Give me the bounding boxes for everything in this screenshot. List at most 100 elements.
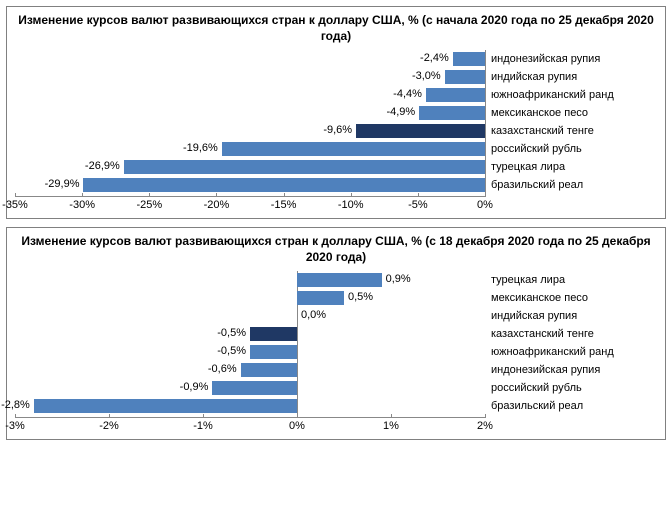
bar-value-label: -0,5% xyxy=(217,327,246,339)
bar-value-label: -0,6% xyxy=(208,363,237,375)
bar-track: -26,9% xyxy=(15,158,485,176)
bar-value-label: -9,6% xyxy=(323,124,352,136)
bar xyxy=(419,106,485,120)
chart-panel-0: Изменение курсов валют развивающихся стр… xyxy=(6,6,666,219)
category-label: российский рубль xyxy=(485,143,645,155)
axis-tick xyxy=(485,414,486,418)
bar-value-label: -29,9% xyxy=(45,178,80,190)
bar xyxy=(445,70,485,84)
bar-track: -19,6% xyxy=(15,140,485,158)
bar-row: -0,6% индонезийская рупия xyxy=(15,361,657,379)
bar xyxy=(241,363,297,377)
axis-tick xyxy=(109,414,110,418)
axis-tick-label: 0% xyxy=(477,199,493,211)
bar xyxy=(250,345,297,359)
category-label: индонезийская рупия xyxy=(485,53,645,65)
category-label: мексиканское песо xyxy=(485,292,645,304)
axis-tick xyxy=(297,414,298,418)
bar xyxy=(426,88,485,102)
bar xyxy=(250,327,297,341)
bar-value-label: -4,4% xyxy=(393,88,422,100)
category-label: турецкая лира xyxy=(485,161,645,173)
category-label: мексиканское песо xyxy=(485,107,645,119)
bar-value-label: -19,6% xyxy=(183,142,218,154)
bar xyxy=(453,52,485,66)
bar xyxy=(356,124,485,138)
bars-container: -2,4% индонезийская рупия -3,0% индийская р… xyxy=(15,50,657,194)
axis-tick xyxy=(216,193,217,197)
category-label: бразильский реал xyxy=(485,179,645,191)
bar-track: 0,0% xyxy=(15,307,485,325)
chart-body: 0,9%турецкая лира 0,5% мексиканское песо 0,… xyxy=(15,271,657,435)
axis-tick-label: -1% xyxy=(193,420,213,432)
bar-track: -4,9% xyxy=(15,104,485,122)
bar-track: 0,9% xyxy=(15,271,485,289)
bar-row: -19,6% российский рубль xyxy=(15,140,657,158)
axis-tick xyxy=(284,193,285,197)
axis-tick-label: -15% xyxy=(271,199,297,211)
bar-track: -2,4% xyxy=(15,50,485,68)
bar xyxy=(297,273,382,287)
bar-row: -0,5% южноафриканский ранд xyxy=(15,343,657,361)
x-axis: -3%-2%-1%0%1%2% xyxy=(15,417,485,435)
category-label: российский рубль xyxy=(485,382,645,394)
axis-tick xyxy=(15,414,16,418)
bar-value-label: -2,8% xyxy=(1,399,30,411)
bar xyxy=(297,291,344,305)
category-label: южноафриканский ранд xyxy=(485,346,645,358)
bar-track: -9,6% xyxy=(15,122,485,140)
bar xyxy=(124,160,485,174)
axis-tick xyxy=(485,193,486,197)
category-label: южноафриканский ранд xyxy=(485,89,645,101)
axis-tick-label: -10% xyxy=(338,199,364,211)
category-label: бразильский реал xyxy=(485,400,645,412)
bar-row: -2,8%бразильский реал xyxy=(15,397,657,415)
bar-value-label: -0,5% xyxy=(217,345,246,357)
bar-track: -4,4% xyxy=(15,86,485,104)
bar-value-label: 0,5% xyxy=(348,291,373,303)
bar-value-label: -2,4% xyxy=(420,52,449,64)
bar-row: -3,0% индийская рупия xyxy=(15,68,657,86)
bar-row: -29,9% бразильский реал xyxy=(15,176,657,194)
category-label: казахстанский тенге xyxy=(485,125,645,137)
bar-track: -0,5% xyxy=(15,325,485,343)
chart-title: Изменение курсов валют развивающихся стр… xyxy=(15,13,657,44)
bar-row: 0,0% индийская рупия xyxy=(15,307,657,325)
bar-row: -0,9% российский рубль xyxy=(15,379,657,397)
bar-row: 0,9%турецкая лира xyxy=(15,271,657,289)
axis-tick xyxy=(418,193,419,197)
bar-value-label: -3,0% xyxy=(412,70,441,82)
category-label: индийская рупия xyxy=(485,310,645,322)
axis-tick-label: -30% xyxy=(69,199,95,211)
bar-value-label: -0,9% xyxy=(180,381,209,393)
category-label: индонезийская рупия xyxy=(485,364,645,376)
axis-tick-label: 2% xyxy=(477,420,493,432)
axis-tick-label: 0% xyxy=(289,420,305,432)
axis-tick-label: 1% xyxy=(383,420,399,432)
bar-track: -0,9% xyxy=(15,379,485,397)
category-label: индийская рупия xyxy=(485,71,645,83)
bar-track: -29,9% xyxy=(15,176,485,194)
bar-value-label: 0,9% xyxy=(386,273,411,285)
bars-container: 0,9%турецкая лира 0,5% мексиканское песо 0,… xyxy=(15,271,657,415)
bar xyxy=(34,399,297,413)
bar-value-label: -4,9% xyxy=(386,106,415,118)
bar-track: -2,8% xyxy=(15,397,485,415)
axis-tick xyxy=(351,193,352,197)
chart-panel-1: Изменение курсов валют развивающихся стр… xyxy=(6,227,666,440)
axis-tick xyxy=(149,193,150,197)
x-axis: -35%-30%-25%-20%-15%-10%-5%0% xyxy=(15,196,485,214)
bar-track: -3,0% xyxy=(15,68,485,86)
bar-value-label: 0,0% xyxy=(301,309,326,321)
bar-track: -0,5% xyxy=(15,343,485,361)
bar xyxy=(212,381,297,395)
axis-tick-label: -20% xyxy=(204,199,230,211)
bar-value-label: -26,9% xyxy=(85,160,120,172)
chart-body: -2,4% индонезийская рупия -3,0% индийская р… xyxy=(15,50,657,214)
bar-row: -26,9% турецкая лира xyxy=(15,158,657,176)
axis-tick xyxy=(203,414,204,418)
axis-tick-label: -3% xyxy=(5,420,25,432)
bar xyxy=(222,142,485,156)
bar-row: -0,5%казахстанский тенге xyxy=(15,325,657,343)
bar-track: -0,6% xyxy=(15,361,485,379)
